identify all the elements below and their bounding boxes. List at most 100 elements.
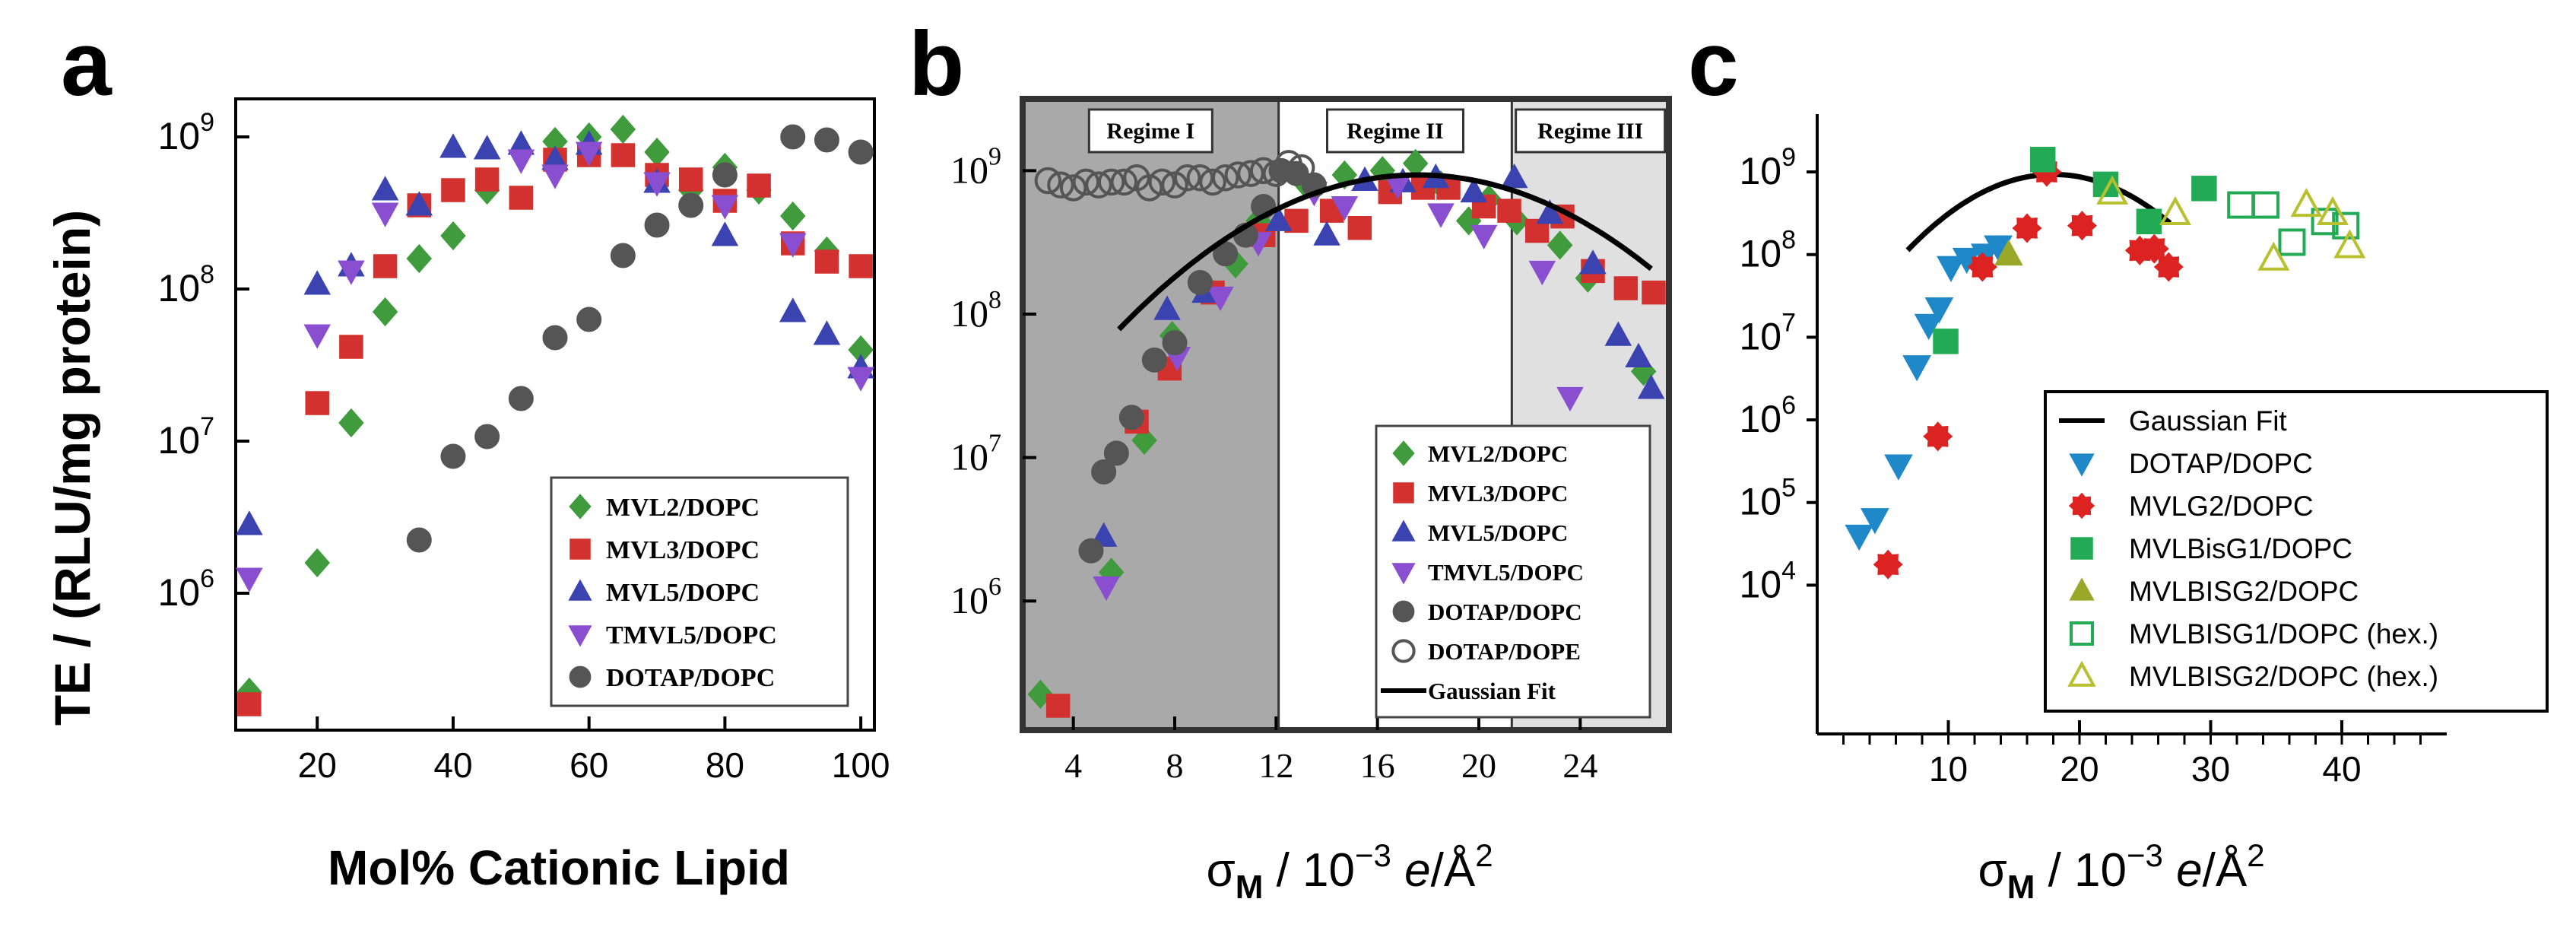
- data-point: [576, 307, 602, 332]
- legend-c: Gaussian Fit DOTAP/DOPC MVLG2/DOPC MVLBisG1…: [2044, 390, 2549, 713]
- data-point: [1845, 524, 1874, 551]
- data-point: [779, 297, 807, 322]
- legend-marker: [1392, 440, 1415, 466]
- data-point: [1034, 167, 1062, 195]
- data-point: [1153, 295, 1181, 320]
- data-point: [847, 367, 874, 392]
- data-point: [2136, 208, 2162, 235]
- data-point: [1264, 206, 1293, 231]
- data-point: [541, 164, 569, 189]
- data-point: [509, 186, 534, 210]
- data-point: [1207, 286, 1234, 312]
- data-point: [1331, 195, 1359, 221]
- legend-label: TMVL5/DOPC: [1428, 559, 1584, 586]
- data-point: [2333, 229, 2366, 259]
- x-tick-label: 12: [1258, 746, 1293, 785]
- data-point: [644, 212, 670, 238]
- x-tick-label: 8: [1166, 746, 1184, 785]
- data-point: [2278, 228, 2306, 256]
- data-point: [611, 143, 636, 167]
- data-point: [1249, 157, 1277, 185]
- data-point: [1047, 171, 1074, 199]
- data-point: [406, 527, 432, 553]
- data-point: [678, 167, 703, 192]
- x-tick-label: 20: [298, 745, 337, 785]
- data-point: [711, 221, 739, 246]
- data-point: [303, 324, 332, 349]
- legend-label: DOTAP/DOPC: [2129, 448, 2313, 479]
- legend-marker: [2069, 577, 2095, 601]
- legend-label: MVL3/DOPC: [1428, 480, 1568, 507]
- data-point: [338, 408, 364, 438]
- data-point: [1427, 203, 1455, 228]
- data-point: [1103, 440, 1129, 466]
- data-point: [1937, 256, 1965, 282]
- panel-label-c: c: [1688, 13, 1739, 115]
- data-point: [339, 335, 363, 359]
- x-tick-label: 100: [832, 745, 890, 785]
- y-tick-label: 109: [950, 142, 1001, 191]
- data-point: [2096, 175, 2129, 205]
- data-point: [1914, 313, 1943, 341]
- data-point: [2012, 213, 2042, 243]
- regime-label-box: [1326, 108, 1464, 154]
- data-point: [236, 510, 263, 535]
- data-point: [1861, 508, 1889, 535]
- data-point: [237, 692, 262, 716]
- legend-label: DOTAP/DOPE: [1428, 638, 1581, 665]
- panel-a: 20 40 60 80 100 106 107 108 109 MVL2/DOPC MVL3/DO…: [157, 97, 890, 895]
- data-point: [1884, 454, 1913, 481]
- y-tick-label: 106: [157, 564, 214, 614]
- y-tick-label: 107: [950, 430, 1001, 478]
- data-point: [1135, 174, 1163, 202]
- legend-marker: [2068, 492, 2095, 519]
- plot-frame-a: [234, 97, 876, 732]
- data-point: [1536, 199, 1564, 224]
- legend-label: MVLBisG1/DOPC: [2129, 533, 2352, 564]
- data-point: [1097, 168, 1125, 196]
- data-point: [1187, 269, 1213, 295]
- x-axis-label-c: σM / 10−3 e/Å2: [1978, 837, 2264, 906]
- data-point: [1470, 224, 1498, 250]
- data-point: [1625, 342, 1652, 368]
- legend-label: DOTAP/DOPC: [1428, 599, 1582, 625]
- legend-label: MVL2/DOPC: [1428, 440, 1568, 467]
- data-point: [1091, 459, 1117, 484]
- data-point: [779, 233, 807, 258]
- data-point: [1923, 421, 1953, 452]
- data-point: [2191, 176, 2217, 202]
- gaussian-fit-line: [1905, 171, 2172, 253]
- data-point: [678, 192, 704, 218]
- data-point: [1556, 386, 1584, 412]
- data-point: [1141, 347, 1167, 373]
- data-point: [1547, 230, 1573, 260]
- data-point: [1613, 276, 1639, 300]
- data-point: [1059, 174, 1087, 202]
- data-point: [1642, 280, 1666, 305]
- data-point: [1497, 199, 1521, 223]
- x-tick-label: 24: [1562, 746, 1597, 785]
- data-point: [1604, 321, 1632, 346]
- data-point: [236, 567, 263, 592]
- y-tick-label: 109: [157, 108, 214, 157]
- legend-marker: [1391, 519, 1416, 542]
- data-point: [1287, 154, 1315, 182]
- data-point: [610, 114, 636, 145]
- data-point: [1528, 260, 1556, 286]
- data-point: [305, 391, 329, 415]
- data-point: [575, 141, 603, 167]
- y-tick-label: 107: [157, 412, 214, 462]
- data-point: [406, 243, 433, 274]
- data-point: [440, 221, 466, 251]
- regime-label-box: [1515, 108, 1667, 154]
- data-point: [439, 133, 467, 158]
- data-point: [1924, 297, 1954, 324]
- x-tick-label: 16: [1360, 746, 1395, 785]
- legend-marker: [568, 625, 592, 647]
- legend-marker: [1393, 482, 1414, 503]
- data-point: [338, 260, 365, 285]
- data-point: [1967, 252, 1997, 282]
- legend-marker: [569, 494, 592, 519]
- y-tick-label: 105: [1739, 474, 1796, 523]
- data-point: [2227, 191, 2255, 219]
